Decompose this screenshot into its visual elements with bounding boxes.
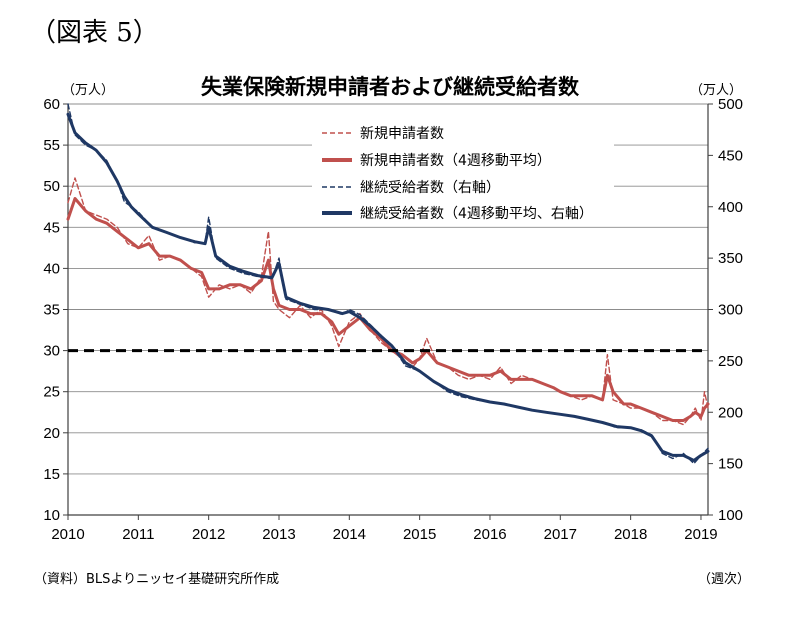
legend-label: 新規申請者数 (360, 126, 444, 142)
right-tick-label: 400 (718, 199, 743, 216)
right-tick-label: 300 (718, 302, 743, 319)
left-tick-label: 55 (43, 137, 60, 154)
x-tick-label: 2016 (473, 526, 506, 543)
left-tick-label: 40 (43, 260, 60, 277)
right-tick-label: 200 (718, 404, 743, 421)
x-tick-label: 2015 (403, 526, 436, 543)
right-tick-label: 100 (718, 507, 743, 524)
frequency-note: （週次） (697, 572, 750, 587)
x-tick-label: 2010 (51, 526, 84, 543)
chart-title: 失業保険新規申請者および継続受給者数 (201, 75, 580, 99)
left-tick-label: 15 (43, 466, 60, 483)
left-tick-label: 35 (43, 302, 60, 319)
legend-label: 新規申請者数（4週移動平均） (360, 153, 551, 169)
x-tick-label: 2018 (614, 526, 647, 543)
axes: 10 15 20 25 30 35 40 45 50 55 60 100 150 200 250 300 350… (43, 96, 743, 543)
left-tick-label: 20 (43, 425, 60, 442)
right-axis-unit: （万人） (690, 83, 742, 98)
left-axis-unit: （万人） (62, 83, 114, 98)
x-tick-label: 2012 (192, 526, 225, 543)
series-line-3 (66, 112, 710, 462)
right-tick-label: 450 (718, 147, 743, 164)
source-note: （資料）BLSよりニッセイ基礎研究所作成 (34, 572, 280, 587)
left-tick-label: 25 (43, 384, 60, 401)
left-tick-label: 45 (43, 219, 60, 236)
legend-box (312, 118, 614, 226)
right-tick-label: 350 (718, 250, 743, 267)
x-tick-label: 2013 (262, 526, 295, 543)
right-tick-label: 150 (718, 456, 743, 473)
left-tick-label: 30 (43, 343, 60, 360)
x-tick-label: 2017 (544, 526, 577, 543)
left-tick-label: 50 (43, 178, 60, 195)
x-tick-label: 2014 (333, 526, 366, 543)
right-tick-label: 500 (718, 96, 743, 113)
series-layer (66, 103, 710, 465)
left-tick-label: 10 (43, 507, 60, 524)
x-tick-label: 2011 (122, 526, 154, 543)
x-tick-label: 2019 (684, 526, 717, 543)
left-tick-label: 60 (43, 96, 60, 113)
right-tick-label: 250 (718, 353, 743, 370)
figure-label: （図表 5） (30, 18, 159, 48)
legend-label: 継続受給者数（右軸） (360, 179, 500, 196)
series-line-1 (66, 197, 710, 422)
legend-label: 継続受給者数（4週移動平均、右軸） (360, 205, 593, 222)
